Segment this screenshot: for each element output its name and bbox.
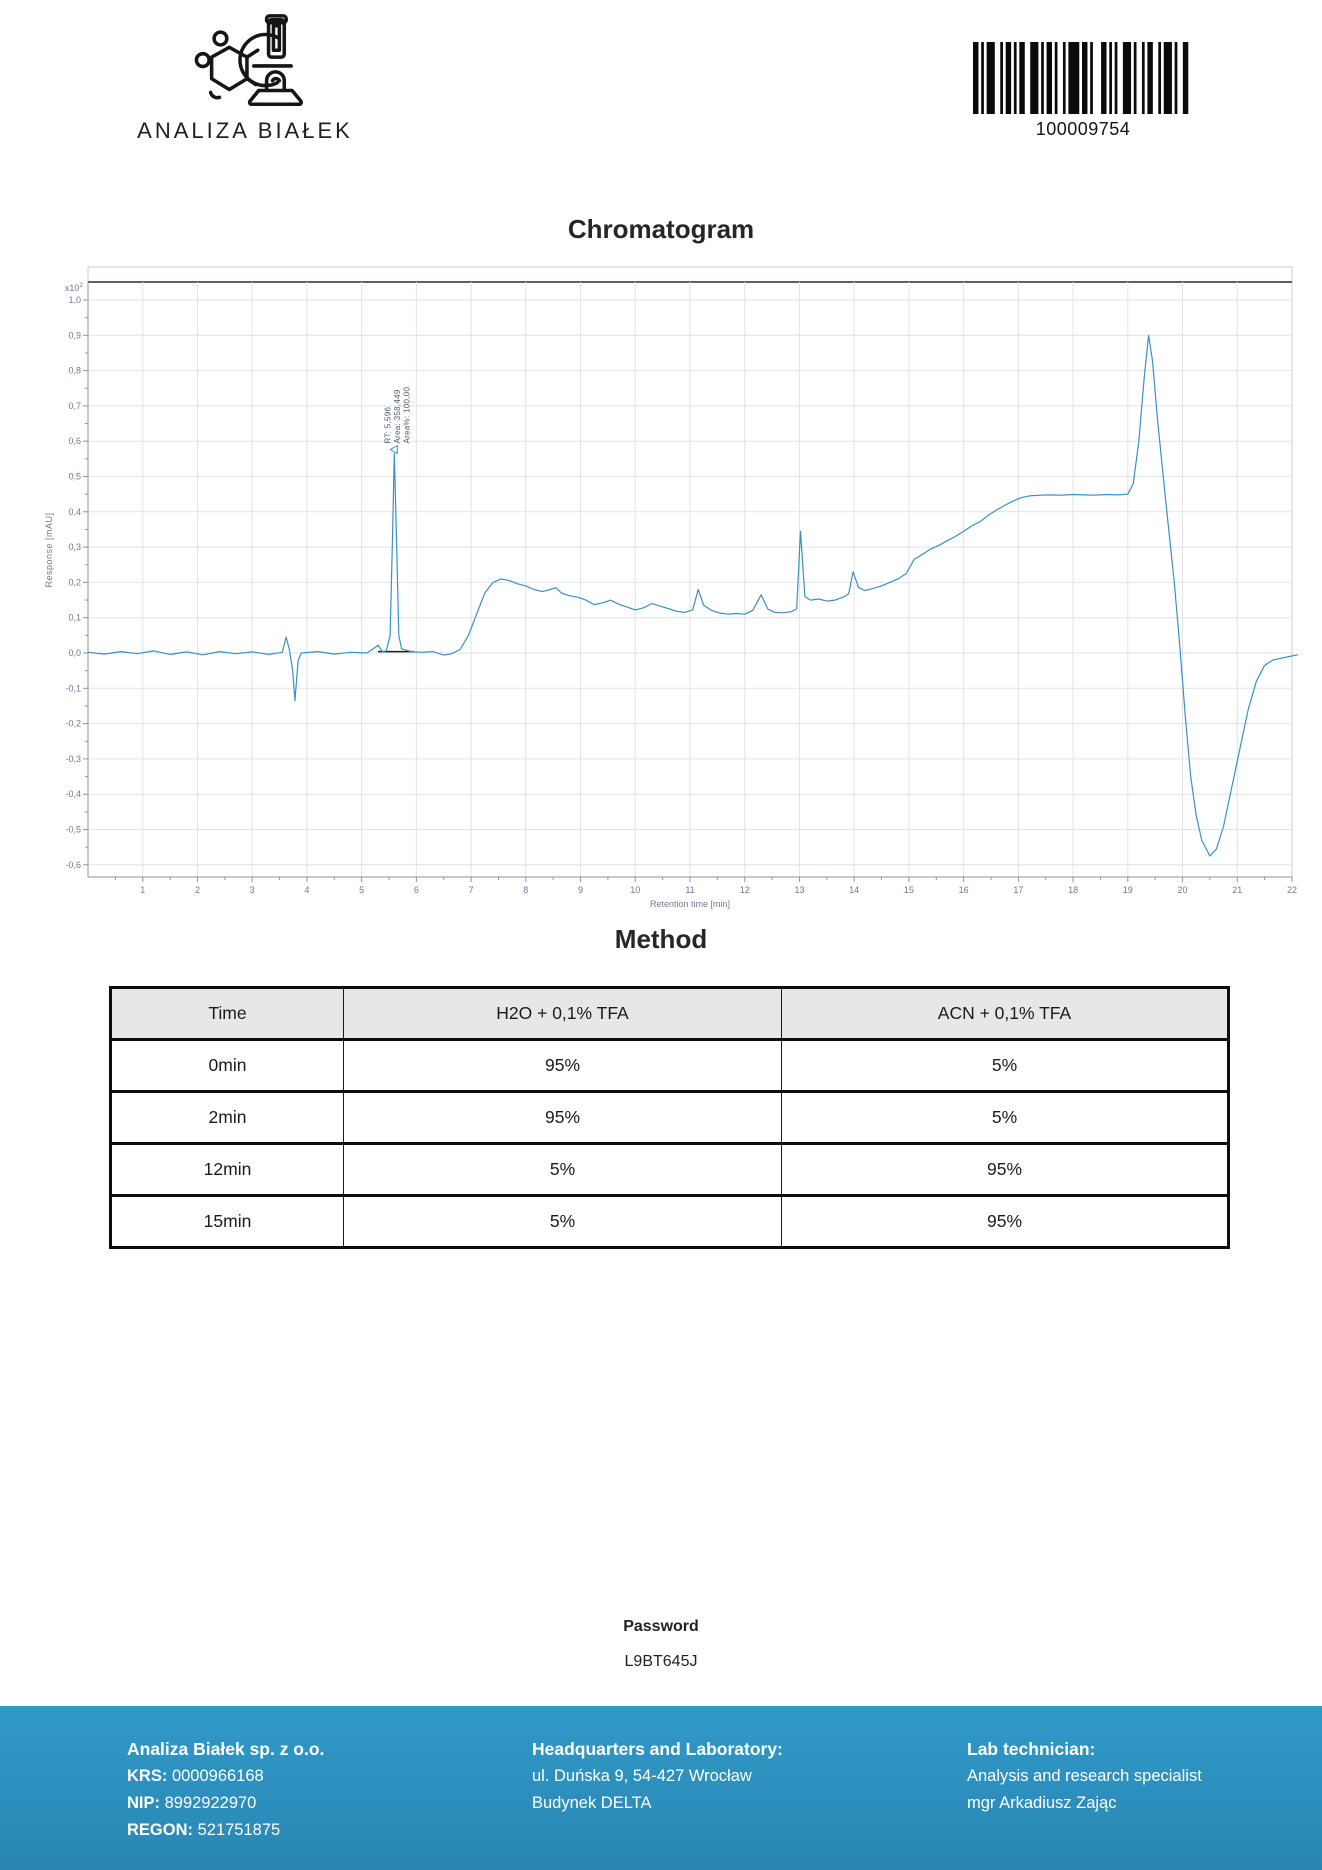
company-krs: KRS: 0000966168 — [127, 1767, 264, 1785]
svg-text:11: 11 — [685, 885, 694, 895]
cell-time: 0min — [110, 1038, 344, 1093]
svg-text:0,8: 0,8 — [68, 366, 81, 376]
footer-hq-info: Headquarters and Laboratory: ul. Duńska … — [532, 1736, 783, 1817]
method-title: Method — [614, 924, 708, 954]
barcode-block: 100009754 — [973, 42, 1193, 140]
cell-acn: 5% — [781, 1090, 1229, 1145]
svg-text:0,4: 0,4 — [68, 507, 81, 517]
table-row: 15min 5% 95% — [110, 1194, 1229, 1249]
cell-acn: 95% — [781, 1194, 1229, 1249]
col-header-h2o: H2O + 0,1% TFA — [343, 986, 782, 1041]
cell-acn: 5% — [781, 1038, 1229, 1093]
cell-h2o: 95% — [343, 1038, 782, 1093]
svg-text:-0,6: -0,6 — [65, 860, 81, 870]
cell-time: 12min — [110, 1142, 344, 1197]
col-header-acn: ACN + 0,1% TFA — [781, 986, 1229, 1041]
cell-h2o: 5% — [343, 1142, 782, 1197]
hq-building: Budynek DELTA — [532, 1794, 652, 1812]
svg-text:1,0: 1,0 — [68, 295, 81, 305]
cell-acn: 95% — [781, 1142, 1229, 1197]
svg-text:8: 8 — [523, 885, 528, 895]
svg-text:Area: 358,449: Area: 358,449 — [393, 389, 402, 443]
svg-text:0,3: 0,3 — [68, 542, 81, 552]
svg-text:21: 21 — [1232, 885, 1242, 895]
svg-text:Retention time [min]: Retention time [min] — [650, 899, 730, 909]
svg-text:2: 2 — [195, 885, 200, 895]
technician-heading: Lab technician: — [967, 1739, 1096, 1759]
table-row: 12min 5% 95% — [110, 1142, 1229, 1197]
svg-text:-0,5: -0,5 — [65, 825, 81, 835]
svg-text:5: 5 — [359, 885, 364, 895]
barcode-number: 100009754 — [1035, 119, 1131, 139]
svg-text:19: 19 — [1123, 885, 1133, 895]
svg-text:-0,1: -0,1 — [65, 683, 81, 693]
svg-text:17: 17 — [1013, 885, 1023, 895]
company-nip: NIP: 8992922970 — [127, 1794, 257, 1812]
svg-text:7: 7 — [469, 885, 474, 895]
col-header-time: Time — [110, 986, 344, 1041]
svg-text:0,6: 0,6 — [68, 436, 81, 446]
svg-text:6: 6 — [414, 885, 419, 895]
svg-text:16: 16 — [959, 885, 969, 895]
svg-text:4: 4 — [304, 885, 309, 895]
svg-text:-0,4: -0,4 — [65, 789, 81, 799]
svg-text:9: 9 — [578, 885, 583, 895]
table-row: 2min 95% 5% — [110, 1090, 1229, 1145]
svg-text:Area%: 100,00: Area%: 100,00 — [402, 386, 411, 443]
cell-h2o: 5% — [343, 1194, 782, 1249]
molecule-microscope-icon — [194, 14, 303, 106]
password-section: Password L9BT645J — [0, 1618, 1322, 1671]
svg-text:15: 15 — [904, 885, 914, 895]
password-value: L9BT645J — [624, 1653, 698, 1670]
hq-heading: Headquarters and Laboratory: — [532, 1739, 783, 1759]
svg-text:22: 22 — [1287, 885, 1297, 895]
barcode-icon — [973, 42, 1189, 114]
svg-text:20: 20 — [1178, 885, 1188, 895]
svg-text:RT: 5,596: RT: 5,596 — [383, 407, 392, 444]
footer-technician-info: Lab technician: Analysis and research sp… — [967, 1736, 1202, 1817]
svg-text:14: 14 — [849, 885, 859, 895]
footer: Analiza Białek sp. z o.o. KRS: 000096616… — [0, 1706, 1322, 1870]
cell-time: 2min — [110, 1090, 344, 1145]
table-header-row: Time H2O + 0,1% TFA ACN + 0,1% TFA — [110, 986, 1229, 1041]
chromatogram-chart: 1,0 0,9 0,8 0,7 0,6 0,5 0,4 0,3 0,2 0,1 0,0 -0,1 -0,… — [0, 255, 1322, 935]
table-row: 0min 95% 5% — [110, 1038, 1229, 1093]
svg-text:0,2: 0,2 — [68, 577, 81, 587]
svg-text:13: 13 — [794, 885, 804, 895]
svg-text:10: 10 — [630, 885, 640, 895]
svg-text:18: 18 — [1068, 885, 1078, 895]
chromatogram-title: Chromatogram — [567, 214, 755, 244]
svg-text:0,7: 0,7 — [68, 401, 81, 411]
logo-text: ANALIZA BIAŁEK — [137, 118, 353, 143]
svg-text:Response [mAU]: Response [mAU] — [44, 512, 54, 587]
company-logo: ANALIZA BIAŁEK — [100, 10, 390, 144]
company-name: Analiza Białek sp. z o.o. — [127, 1739, 325, 1759]
svg-text:0,5: 0,5 — [68, 472, 81, 482]
cell-h2o: 95% — [343, 1090, 782, 1145]
company-regon: REGON: 521751875 — [127, 1821, 281, 1839]
cell-time: 15min — [110, 1194, 344, 1249]
svg-text:-0,3: -0,3 — [65, 754, 81, 764]
technician-name: mgr Arkadiusz Zając — [967, 1794, 1117, 1812]
svg-text:3: 3 — [250, 885, 255, 895]
method-table: Time H2O + 0,1% TFA ACN + 0,1% TFA 0min … — [109, 986, 1230, 1249]
svg-text:0,1: 0,1 — [68, 613, 81, 623]
footer-company-info: Analiza Białek sp. z o.o. KRS: 000096616… — [127, 1736, 324, 1844]
password-label: Password — [623, 1618, 699, 1635]
svg-text:x102: x102 — [65, 282, 84, 293]
svg-text:12: 12 — [740, 885, 750, 895]
svg-text:0,9: 0,9 — [68, 330, 81, 340]
hq-address: ul. Duńska 9, 54-427 Wrocław — [532, 1767, 752, 1785]
svg-text:0,0: 0,0 — [68, 648, 81, 658]
svg-text:1: 1 — [140, 885, 145, 895]
technician-role: Analysis and research specialist — [967, 1767, 1202, 1785]
svg-text:-0,2: -0,2 — [65, 719, 81, 729]
chromatogram-plot: 1,0 0,9 0,8 0,7 0,6 0,5 0,4 0,3 0,2 0,1 0,0 -0,1 -0,… — [44, 266, 1299, 909]
